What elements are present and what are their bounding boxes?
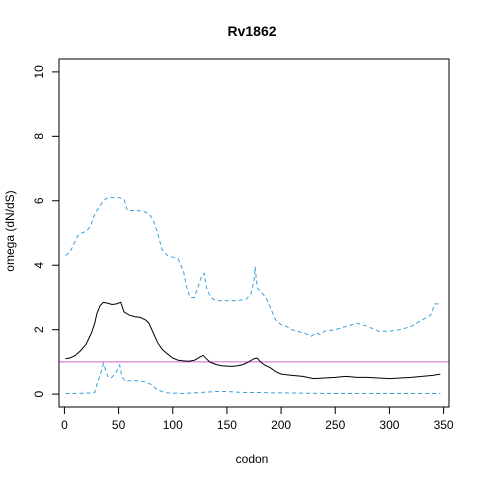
x-tick-label: 250 bbox=[325, 418, 345, 432]
y-tick-label: 10 bbox=[32, 65, 46, 79]
x-tick-label: 100 bbox=[163, 418, 183, 432]
y-tick-label: 2 bbox=[32, 326, 46, 333]
y-tick-label: 4 bbox=[32, 262, 46, 269]
x-tick-label: 200 bbox=[271, 418, 291, 432]
y-axis: 0 2 4 6 8 10 bbox=[32, 65, 60, 397]
omega-upper-bound-line bbox=[65, 197, 441, 337]
x-axis-label: codon bbox=[236, 452, 269, 466]
x-tick-label: 150 bbox=[217, 418, 237, 432]
y-axis-label: omega (dN/dS) bbox=[3, 190, 17, 271]
plot-area bbox=[59, 197, 449, 394]
y-tick-label: 8 bbox=[32, 133, 46, 140]
x-tick-label: 0 bbox=[61, 418, 68, 432]
x-axis: 0 50 100 150 200 250 300 350 bbox=[61, 406, 454, 432]
y-tick-label: 0 bbox=[32, 390, 46, 397]
y-tick-label: 6 bbox=[32, 197, 46, 204]
x-tick-label: 350 bbox=[434, 418, 454, 432]
omega-lower-bound-line bbox=[65, 361, 441, 394]
x-tick-label: 300 bbox=[379, 418, 399, 432]
chart-title: Rv1862 bbox=[227, 23, 276, 39]
omega-mean-line bbox=[65, 301, 441, 380]
x-tick-label: 50 bbox=[112, 418, 126, 432]
